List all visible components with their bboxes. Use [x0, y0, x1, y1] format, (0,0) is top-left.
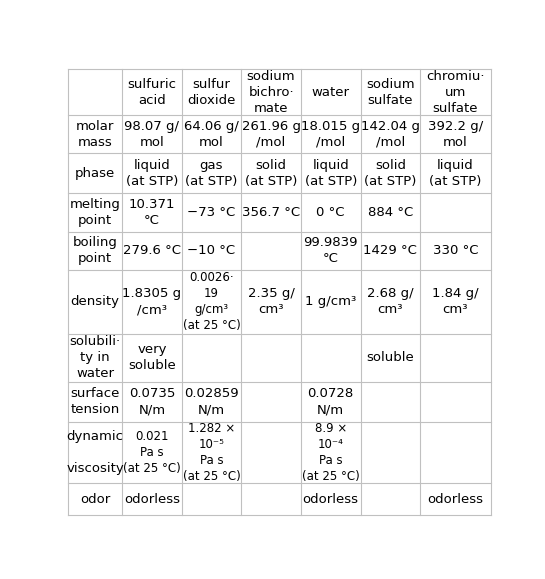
Text: 99.9839
°C: 99.9839 °C [304, 236, 358, 265]
Text: sulfuric
acid: sulfuric acid [128, 78, 177, 107]
Text: solid
(at STP): solid (at STP) [245, 159, 297, 188]
Text: 1429 °C: 1429 °C [364, 244, 417, 257]
Text: −73 °C: −73 °C [187, 206, 235, 219]
Text: odorless: odorless [302, 493, 359, 506]
Text: 0 °C: 0 °C [317, 206, 345, 219]
Text: 1.282 ×
10⁻⁵
Pa s
(at 25 °C): 1.282 × 10⁻⁵ Pa s (at 25 °C) [183, 422, 240, 483]
Text: 0.021
Pa s
(at 25 °C): 0.021 Pa s (at 25 °C) [123, 430, 181, 475]
Text: 18.015 g
/mol: 18.015 g /mol [301, 119, 360, 148]
Text: 2.68 g/
cm³: 2.68 g/ cm³ [367, 288, 414, 317]
Text: 392.2 g/
mol: 392.2 g/ mol [428, 119, 483, 148]
Text: chromiu·
um
sulfate: chromiu· um sulfate [426, 69, 485, 115]
Text: 98.07 g/
mol: 98.07 g/ mol [124, 119, 179, 148]
Text: odorless: odorless [124, 493, 180, 506]
Text: solid
(at STP): solid (at STP) [364, 159, 416, 188]
Text: 330 °C: 330 °C [433, 244, 478, 257]
Text: 1.8305 g
/cm³: 1.8305 g /cm³ [122, 288, 181, 317]
Text: 0.0735
N/m: 0.0735 N/m [129, 387, 175, 416]
Text: molar
mass: molar mass [76, 119, 114, 148]
Text: melting
point: melting point [70, 198, 120, 227]
Text: very
soluble: very soluble [128, 343, 176, 372]
Text: 884 °C: 884 °C [368, 206, 413, 219]
Text: 64.06 g/
mol: 64.06 g/ mol [184, 119, 239, 148]
Text: 2.35 g/
cm³: 2.35 g/ cm³ [247, 288, 294, 317]
Text: boiling
point: boiling point [72, 236, 118, 265]
Text: gas
(at STP): gas (at STP) [185, 159, 238, 188]
Text: −10 °C: −10 °C [187, 244, 235, 257]
Text: water: water [312, 86, 350, 98]
Text: 356.7 °C: 356.7 °C [242, 206, 300, 219]
Text: density: density [71, 295, 119, 309]
Text: 261.96 g
/mol: 261.96 g /mol [241, 119, 301, 148]
Text: sodium
bichro·
mate: sodium bichro· mate [247, 69, 295, 115]
Text: 8.9 ×
10⁻⁴
Pa s
(at 25 °C): 8.9 × 10⁻⁴ Pa s (at 25 °C) [302, 422, 360, 483]
Text: odorless: odorless [427, 493, 483, 506]
Text: odor: odor [80, 493, 110, 506]
Text: liquid
(at STP): liquid (at STP) [126, 159, 178, 188]
Text: solubili·
ty in
water: solubili· ty in water [70, 335, 120, 380]
Text: liquid
(at STP): liquid (at STP) [305, 159, 357, 188]
Text: 0.0728
N/m: 0.0728 N/m [307, 387, 354, 416]
Text: soluble: soluble [366, 351, 414, 365]
Text: 1.84 g/
cm³: 1.84 g/ cm³ [432, 288, 479, 317]
Text: phase: phase [75, 167, 115, 179]
Text: sodium
sulfate: sodium sulfate [366, 78, 415, 107]
Text: sulfur
dioxide: sulfur dioxide [187, 78, 235, 107]
Text: liquid
(at STP): liquid (at STP) [429, 159, 481, 188]
Text: 10.371
°C: 10.371 °C [129, 198, 175, 227]
Text: 279.6 °C: 279.6 °C [123, 244, 181, 257]
Text: 0.0026·
19
g/cm³
(at 25 °C): 0.0026· 19 g/cm³ (at 25 °C) [183, 272, 240, 332]
Text: dynamic

viscosity: dynamic viscosity [66, 430, 124, 475]
Text: 1 g/cm³: 1 g/cm³ [305, 295, 356, 309]
Text: 0.02859
N/m: 0.02859 N/m [184, 387, 239, 416]
Text: 142.04 g
/mol: 142.04 g /mol [361, 119, 420, 148]
Text: surface
tension: surface tension [70, 387, 120, 416]
